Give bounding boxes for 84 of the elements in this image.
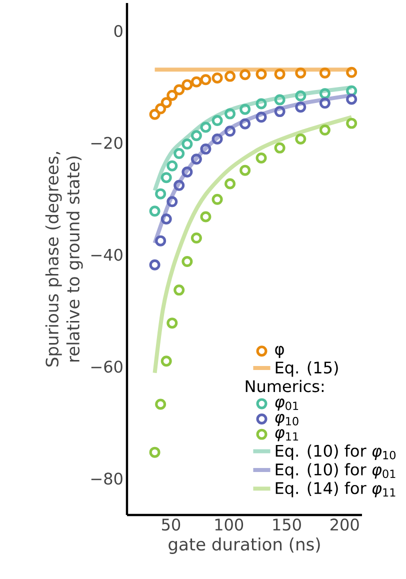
- point: [166, 196, 178, 208]
- line-series: [152, 115, 354, 375]
- point: [190, 232, 202, 244]
- point: [212, 72, 223, 84]
- point: [200, 211, 212, 222]
- point: [212, 115, 223, 126]
- point: [182, 79, 193, 90]
- point: [256, 112, 267, 123]
- point: [224, 126, 236, 137]
- point: [256, 152, 267, 164]
- point: [274, 68, 286, 80]
- legend-label: φ$_{11}$: [275, 429, 298, 442]
- point: [160, 356, 172, 367]
- point: [160, 213, 172, 224]
- point: [174, 284, 185, 296]
- point: [182, 256, 193, 268]
- point: [190, 76, 202, 88]
- legend-label: Eq. (10) for φ$_{10}$: [276, 444, 396, 460]
- point: [182, 138, 193, 150]
- point: [190, 130, 202, 142]
- point: [295, 67, 306, 78]
- point: [200, 122, 212, 133]
- point: [224, 108, 236, 120]
- point: [319, 67, 330, 78]
- point: [190, 154, 202, 165]
- y-tick-label: −20: [91, 136, 122, 149]
- point: [155, 188, 166, 200]
- point: [174, 84, 185, 96]
- point: [319, 124, 330, 136]
- point: [149, 259, 160, 270]
- point: [166, 90, 178, 101]
- point: [182, 166, 193, 178]
- y-tick-label: 0: [114, 24, 122, 38]
- point: [295, 90, 306, 102]
- point: [166, 318, 178, 329]
- x-tick-label: 150: [273, 518, 301, 531]
- point: [149, 206, 160, 217]
- x-tick-label: 100: [215, 518, 244, 531]
- point: [160, 97, 172, 108]
- point: [256, 68, 267, 80]
- y-tick-label: −40: [91, 248, 122, 261]
- legend-label: Eq. (14) for φ$_{11}$: [276, 482, 396, 498]
- point: [174, 148, 185, 160]
- point: [240, 164, 251, 176]
- annotation: Numerics:: [246, 380, 324, 392]
- point: [240, 118, 251, 130]
- point: [346, 118, 358, 129]
- point: [200, 144, 212, 155]
- x-axis-title: gate duration (ns): [168, 537, 320, 554]
- legend-label: φ$_{10}$: [275, 414, 298, 426]
- point: [200, 74, 212, 86]
- point: [319, 98, 330, 109]
- legend-label: φ: [275, 346, 284, 358]
- y-tick-label: −80: [91, 472, 122, 485]
- point: [274, 94, 286, 106]
- point: [155, 103, 166, 114]
- point: [160, 172, 172, 184]
- point: [174, 180, 185, 191]
- point: [240, 104, 251, 115]
- legend-label: Eq. (10) for φ$_{01}$: [276, 463, 396, 479]
- point: [274, 142, 286, 154]
- legend-label: φ$_{01}$: [275, 398, 298, 411]
- point: [212, 194, 223, 205]
- x-tick-label: 50: [162, 518, 180, 531]
- point: [224, 70, 236, 82]
- point: [155, 235, 166, 246]
- x-tick-label: 200: [330, 518, 359, 531]
- point: [149, 446, 160, 458]
- y-axis-title: Spurious phase (degrees, relative to ground state): [45, 152, 83, 366]
- point: [149, 108, 160, 120]
- point: [256, 98, 267, 110]
- point: [274, 106, 286, 118]
- point: [166, 160, 178, 172]
- point: [224, 178, 236, 190]
- point: [155, 398, 166, 410]
- point: [346, 66, 358, 78]
- point: [240, 69, 251, 80]
- point: [295, 133, 306, 144]
- point: [346, 94, 358, 105]
- point: [319, 88, 330, 100]
- point: [212, 133, 223, 144]
- legend-label: Eq. (15): [276, 361, 338, 377]
- point: [295, 102, 306, 113]
- y-tick-label: −60: [91, 360, 122, 373]
